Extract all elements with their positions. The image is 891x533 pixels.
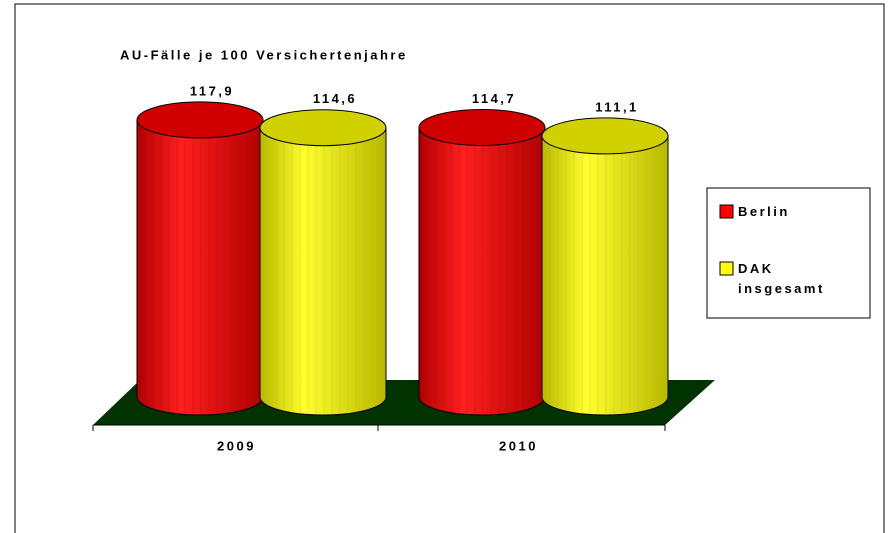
cylinder-top: [418, 108, 546, 146]
value-label: 114,6: [313, 91, 357, 106]
value-label: 114,7: [472, 91, 516, 106]
legend-label: DAK insgesamt: [738, 261, 825, 296]
legend-label: Berlin: [738, 204, 790, 219]
cylinder-top: [541, 117, 669, 155]
chart-title: AU-Fälle je 100 Versichertenjahre: [120, 47, 408, 62]
legend: [706, 187, 871, 319]
cylinder-body: [136, 119, 264, 416]
cylinder: [541, 117, 669, 416]
x-tick-label: 2009: [217, 438, 256, 453]
value-label: 111,1: [595, 99, 639, 114]
legend-swatch: [719, 204, 734, 219]
cylinder-body: [541, 135, 669, 416]
cylinder: [136, 101, 264, 416]
cylinder-body: [418, 126, 546, 416]
cylinder: [259, 109, 387, 416]
cylinder: [418, 108, 546, 416]
legend-swatch: [719, 261, 734, 276]
x-tick-label: 2010: [499, 438, 538, 453]
cylinder-top: [136, 101, 264, 139]
cylinder-top: [259, 109, 387, 147]
cylinder-body: [259, 127, 387, 416]
frame: [14, 3, 885, 533]
value-label: 117,9: [190, 83, 234, 98]
